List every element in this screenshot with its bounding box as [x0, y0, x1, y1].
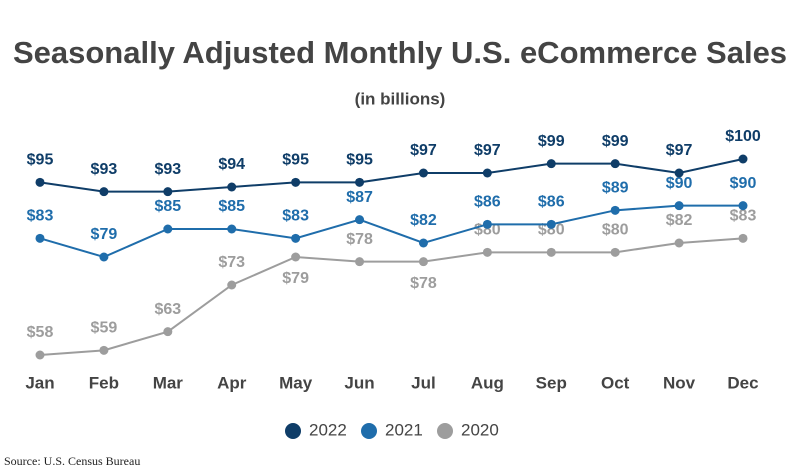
data-label: $99	[602, 133, 629, 150]
point	[674, 201, 684, 211]
source: Source: U.S. Census Bureau	[4, 454, 140, 468]
data-label: $79	[282, 270, 309, 287]
x-tick-label: Jun	[344, 373, 374, 392]
point	[35, 233, 45, 243]
x-tick-label: Mar	[153, 373, 184, 392]
point	[418, 238, 428, 248]
point	[291, 177, 301, 187]
series-line	[39, 158, 744, 193]
point	[674, 168, 684, 178]
point	[99, 187, 109, 197]
point	[482, 247, 492, 257]
data-label: $99	[538, 133, 565, 150]
x-tick-label: Feb	[89, 373, 119, 392]
legend-marker	[361, 423, 377, 439]
point	[163, 224, 173, 234]
data-label: $97	[410, 142, 437, 159]
x-tick-label: Apr	[217, 373, 247, 392]
point	[610, 247, 620, 257]
x-tick-label: May	[279, 373, 313, 392]
data-label: $85	[218, 198, 245, 215]
point	[99, 252, 109, 262]
legend-marker	[285, 423, 301, 439]
data-label: $90	[666, 175, 693, 192]
legend-label: 2022	[309, 420, 347, 439]
point	[546, 247, 556, 257]
point	[418, 257, 428, 267]
data-label: $73	[218, 254, 245, 271]
data-label: $95	[346, 152, 373, 169]
data-label: $82	[410, 212, 437, 229]
point	[738, 154, 748, 164]
data-label: $78	[410, 275, 437, 292]
point	[355, 215, 365, 225]
point	[227, 224, 237, 234]
point	[546, 219, 556, 229]
point	[610, 159, 620, 169]
point	[674, 238, 684, 248]
data-label: $87	[346, 189, 373, 206]
data-label: $93	[91, 161, 118, 178]
point	[227, 280, 237, 290]
data-label: $90	[730, 175, 757, 192]
data-label: $89	[602, 180, 629, 197]
data-label: $58	[27, 324, 54, 341]
x-tick-label: Jan	[25, 373, 54, 392]
data-label: $94	[218, 156, 245, 173]
data-label: $95	[27, 152, 54, 169]
legend-marker	[437, 423, 453, 439]
data-label: $80	[602, 222, 629, 239]
point	[291, 233, 301, 243]
data-label: $79	[91, 226, 118, 243]
data-label: $86	[538, 194, 565, 211]
series-line	[39, 237, 744, 356]
x-tick-label: Dec	[727, 373, 758, 392]
data-label: $85	[154, 198, 181, 215]
point	[291, 252, 301, 262]
data-label: $97	[474, 142, 501, 159]
point	[610, 205, 620, 215]
point	[546, 159, 556, 169]
x-tick-label: Sep	[536, 373, 567, 392]
data-label: $59	[91, 320, 118, 337]
chart-subtitle: (in billions)	[355, 89, 446, 108]
point	[163, 327, 173, 337]
data-label: $83	[282, 208, 309, 225]
data-label: $95	[282, 152, 309, 169]
legend-label: 2021	[385, 420, 423, 439]
point	[355, 177, 365, 187]
point	[738, 233, 748, 243]
x-tick-label: Jul	[411, 373, 436, 392]
data-label: $86	[474, 194, 501, 211]
data-label: $63	[154, 301, 181, 318]
chart-title: Seasonally Adjusted Monthly U.S. eCommer…	[13, 35, 787, 70]
data-label: $82	[666, 212, 693, 229]
point	[355, 257, 365, 267]
point	[482, 168, 492, 178]
point	[163, 187, 173, 197]
series-line	[39, 204, 743, 259]
x-tick-label: Oct	[601, 373, 630, 392]
data-label: $97	[666, 142, 693, 159]
data-label: $80	[538, 222, 565, 239]
x-tick-label: Nov	[663, 373, 696, 392]
point	[482, 219, 492, 229]
point	[35, 350, 45, 360]
point	[418, 168, 428, 178]
data-label: $100	[725, 128, 761, 145]
data-label: $83	[730, 208, 757, 225]
point	[35, 177, 45, 187]
x-tick-label: Aug	[471, 373, 504, 392]
data-label: $83	[27, 208, 54, 225]
point	[227, 182, 237, 192]
point	[738, 201, 748, 211]
point	[99, 345, 109, 355]
legend-label: 2020	[461, 420, 499, 439]
data-label: $78	[346, 231, 373, 248]
data-label: $93	[154, 161, 181, 178]
